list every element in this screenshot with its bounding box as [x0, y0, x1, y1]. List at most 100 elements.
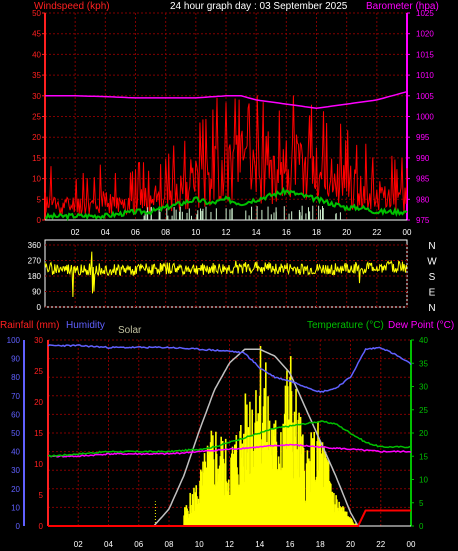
wind-left-tick-label: 35	[32, 71, 41, 80]
temp-x-tick-label: 06	[134, 540, 143, 549]
direction-right-tick-label: W	[427, 257, 437, 268]
rain-tick-label: 5	[39, 491, 44, 500]
temp-x-tick-label: 00	[407, 540, 416, 549]
temp-x-tick-label: 20	[346, 540, 355, 549]
humidity-tick-label: 30	[11, 466, 20, 475]
wind-x-tick-label: 02	[71, 228, 80, 237]
rain-tick-label: 0	[39, 522, 44, 531]
temp-x-tick-label: 04	[104, 540, 113, 549]
temp-x-tick-label: 14	[255, 540, 264, 549]
wind-left-tick-label: 40	[32, 50, 41, 59]
direction-right-tick-label: N	[428, 241, 435, 252]
dew-point-line	[47, 443, 412, 458]
direction-right-tick-label: S	[429, 272, 436, 283]
rain-axis-title: Rainfall (mm)	[0, 320, 59, 331]
wind-chart: 0510152025303540455097598098599099510001…	[32, 9, 434, 237]
wind-axis-title: Windspeed (kph)	[34, 1, 110, 12]
direction-left-tick-label: 180	[28, 272, 42, 281]
wind-left-tick-label: 20	[32, 133, 41, 142]
temp-tick-label: 30	[419, 383, 428, 392]
wind-x-tick-label: 10	[191, 228, 200, 237]
humidity-tick-label: 10	[11, 503, 20, 512]
wind-right-tick-label: 995	[416, 133, 430, 142]
wind-right-tick-label: 1000	[416, 113, 434, 122]
temp-x-tick-label: 08	[165, 540, 174, 549]
wind-right-tick-label: 975	[416, 216, 430, 225]
dew-axis-title: Dew Point (°C)	[388, 320, 454, 331]
wind-left-tick-label: 0	[37, 216, 42, 225]
wind-x-tick-label: 04	[101, 228, 110, 237]
wind-x-tick-label: 16	[282, 228, 291, 237]
wind-x-tick-label: 20	[342, 228, 351, 237]
wind-x-tick-label: 12	[222, 228, 231, 237]
temp-x-tick-label: 16	[286, 540, 295, 549]
direction-left-tick-label: 0	[37, 303, 42, 312]
baro-axis-title: Barometer (hpa)	[366, 1, 439, 12]
humidity-tick-label: 80	[11, 373, 20, 382]
humidity-tick-label: 90	[11, 355, 20, 364]
direction-left-tick-label: 360	[28, 241, 42, 250]
wind-x-tick-label: 08	[161, 228, 170, 237]
temp-tick-label: 10	[419, 476, 428, 485]
humidity-tick-label: 0	[16, 522, 21, 531]
wind-left-tick-label: 30	[32, 92, 41, 101]
wind-left-tick-label: 50	[32, 9, 41, 18]
rainfall-line	[48, 509, 411, 527]
humidity-tick-label: 70	[11, 392, 20, 401]
wind-right-tick-label: 1005	[416, 92, 434, 101]
temp-tick-label: 0	[419, 522, 424, 531]
wind-left-tick-label: 10	[32, 175, 41, 184]
avg-wind-line	[44, 186, 408, 222]
main-title: 24 hour graph day : 03 September 2025	[170, 1, 348, 12]
temp-x-tick-label: 22	[376, 540, 385, 549]
direction-left-tick-label: 90	[32, 288, 41, 297]
wind-x-tick-label: 14	[252, 228, 261, 237]
wind-left-tick-label: 25	[32, 113, 41, 122]
humidity-tick-label: 20	[11, 485, 20, 494]
temp-tick-label: 15	[419, 452, 428, 461]
temp-x-tick-label: 10	[195, 540, 204, 549]
temp-x-tick-label: 02	[74, 540, 83, 549]
temp-tick-label: 5	[419, 499, 424, 508]
rain-tick-label: 15	[34, 429, 43, 438]
wind-right-tick-label: 1020	[416, 30, 434, 39]
direction-right-tick-label: N	[428, 303, 435, 314]
wind-right-tick-label: 1010	[416, 71, 434, 80]
wind-right-tick-label: 1015	[416, 50, 434, 59]
wind-direction-line	[44, 251, 408, 298]
humidity-tick-label: 60	[11, 410, 20, 419]
wind-x-tick-label: 00	[403, 228, 412, 237]
solar-curve	[153, 348, 359, 527]
temp-tick-label: 20	[419, 429, 428, 438]
wind-right-tick-label: 990	[416, 154, 430, 163]
wind-right-tick-label: 1025	[416, 9, 434, 18]
temperature-chart: 0 10 20 30 40 50 60 70 80 90 100 0 5 10 15 20 25 30 0 5 10 15…	[7, 336, 429, 549]
rain-tick-label: 20	[34, 398, 43, 407]
wind-x-tick-label: 06	[131, 228, 140, 237]
solar-axis-title: Solar	[118, 325, 142, 336]
wind-left-tick-label: 5	[37, 195, 42, 204]
temp-tick-label: 35	[419, 359, 428, 368]
wind-left-tick-label: 15	[32, 154, 41, 163]
humidity-tick-label: 100	[7, 336, 21, 345]
humidity-axis-title: Humidity	[66, 320, 105, 331]
humidity-line	[47, 344, 412, 393]
wind-x-tick-label: 18	[312, 228, 321, 237]
humidity-tick-label: 50	[11, 429, 20, 438]
direction-left-tick-label: 270	[28, 257, 42, 266]
temp-x-tick-label: 12	[225, 540, 234, 549]
wind-right-tick-label: 980	[416, 195, 430, 204]
wind-speed-line	[44, 95, 408, 216]
temp-tick-label: 40	[419, 336, 428, 345]
wind-right-tick-label: 985	[416, 175, 430, 184]
barometer-line	[45, 90, 408, 109]
humidity-tick-label: 40	[11, 448, 20, 457]
rain-tick-label: 25	[34, 367, 43, 376]
temperature-line	[47, 420, 412, 458]
wind-x-tick-label: 22	[372, 228, 381, 237]
temp-x-tick-label: 18	[316, 540, 325, 549]
temp-tick-label: 25	[419, 406, 428, 415]
